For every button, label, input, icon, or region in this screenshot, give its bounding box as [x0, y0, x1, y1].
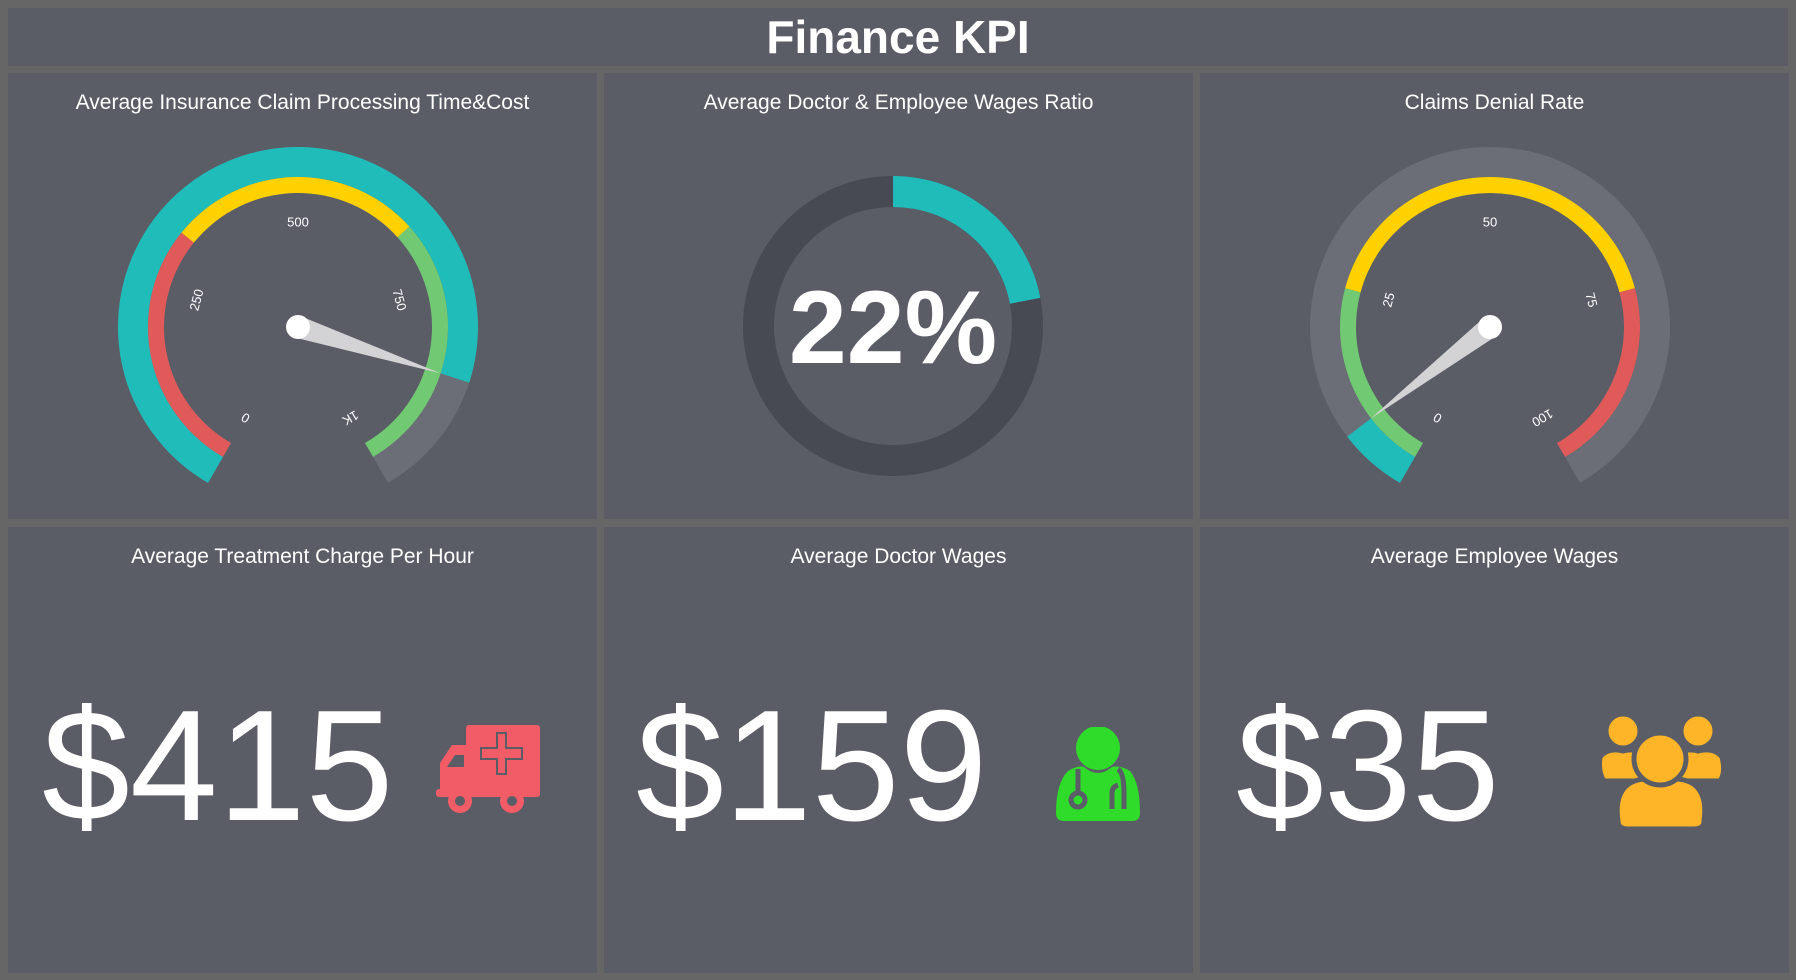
ambulance-icon: [436, 725, 540, 813]
panel-denial-rate: Claims Denial Rate 0 25 50 75 100: [1200, 73, 1789, 519]
gauge-value-fill: [1347, 418, 1415, 483]
panel-title: Average Doctor Wages: [790, 545, 1007, 568]
claim-processing-gauge: 0 250 500 750 1K: [117, 147, 478, 483]
gauge-tick-label: 0: [1431, 410, 1445, 427]
gauge-needle: [1370, 318, 1497, 419]
gauge-tick-label: 750: [389, 287, 409, 312]
kpi-value: $35: [1236, 678, 1500, 854]
page-title: Finance KPI: [766, 11, 1030, 63]
panel-wages-ratio: Average Doctor & Employee Wages Ratio 22…: [604, 73, 1193, 519]
kpi-value: $159: [636, 678, 988, 854]
gauge-band: [1340, 288, 1423, 457]
panel-title: Average Doctor & Employee Wages Ratio: [703, 91, 1094, 114]
wages-ratio-donut: 22%: [742, 176, 1043, 477]
panel-claim-processing: Average Insurance Claim Processing Time&…: [8, 73, 597, 519]
gauge-band: [147, 232, 231, 457]
gauge-band: [181, 177, 410, 243]
gauge-tick-label: 0: [239, 410, 253, 427]
kpi-value: $415: [42, 678, 394, 854]
panel-title: Average Treatment Charge Per Hour: [131, 545, 474, 568]
panel-title: Average Employee Wages: [1370, 545, 1619, 568]
panel-doctor-wages: Average Doctor Wages $159: [604, 527, 1193, 973]
gauge-tick-label: 500: [287, 214, 309, 229]
gauge-band: [1345, 176, 1635, 293]
gauge-tick-label: 100: [1529, 406, 1555, 430]
gauge-band: [1557, 288, 1640, 457]
doctor-icon: [1056, 727, 1140, 821]
panel-treatment-charge: Average Treatment Charge Per Hour $415: [8, 527, 597, 973]
denial-rate-gauge: 0 25 50 75 100: [1310, 147, 1670, 483]
donut-fill: [893, 176, 1041, 304]
panel-employee-wages: Average Employee Wages $35: [1200, 527, 1789, 973]
gauge-band: [365, 226, 449, 457]
gauge-needle-hub: [286, 315, 310, 339]
dashboard-header: Finance KPI: [8, 8, 1788, 66]
gauge-needle: [294, 316, 441, 374]
gauge-tick-label: 50: [1483, 214, 1497, 229]
donut-value: 22%: [789, 270, 997, 386]
panel-title: Average Insurance Claim Processing Time&…: [75, 91, 530, 114]
gauge-tick-label: 1K: [340, 408, 362, 429]
gauge-tick-label: 250: [186, 287, 206, 312]
users-icon: [1598, 713, 1726, 831]
panel-title: Claims Denial Rate: [1404, 91, 1585, 114]
gauge-tick-label: 25: [1379, 291, 1397, 309]
gauge-needle-hub: [1478, 315, 1502, 339]
gauge-tick-label: 75: [1582, 291, 1600, 309]
